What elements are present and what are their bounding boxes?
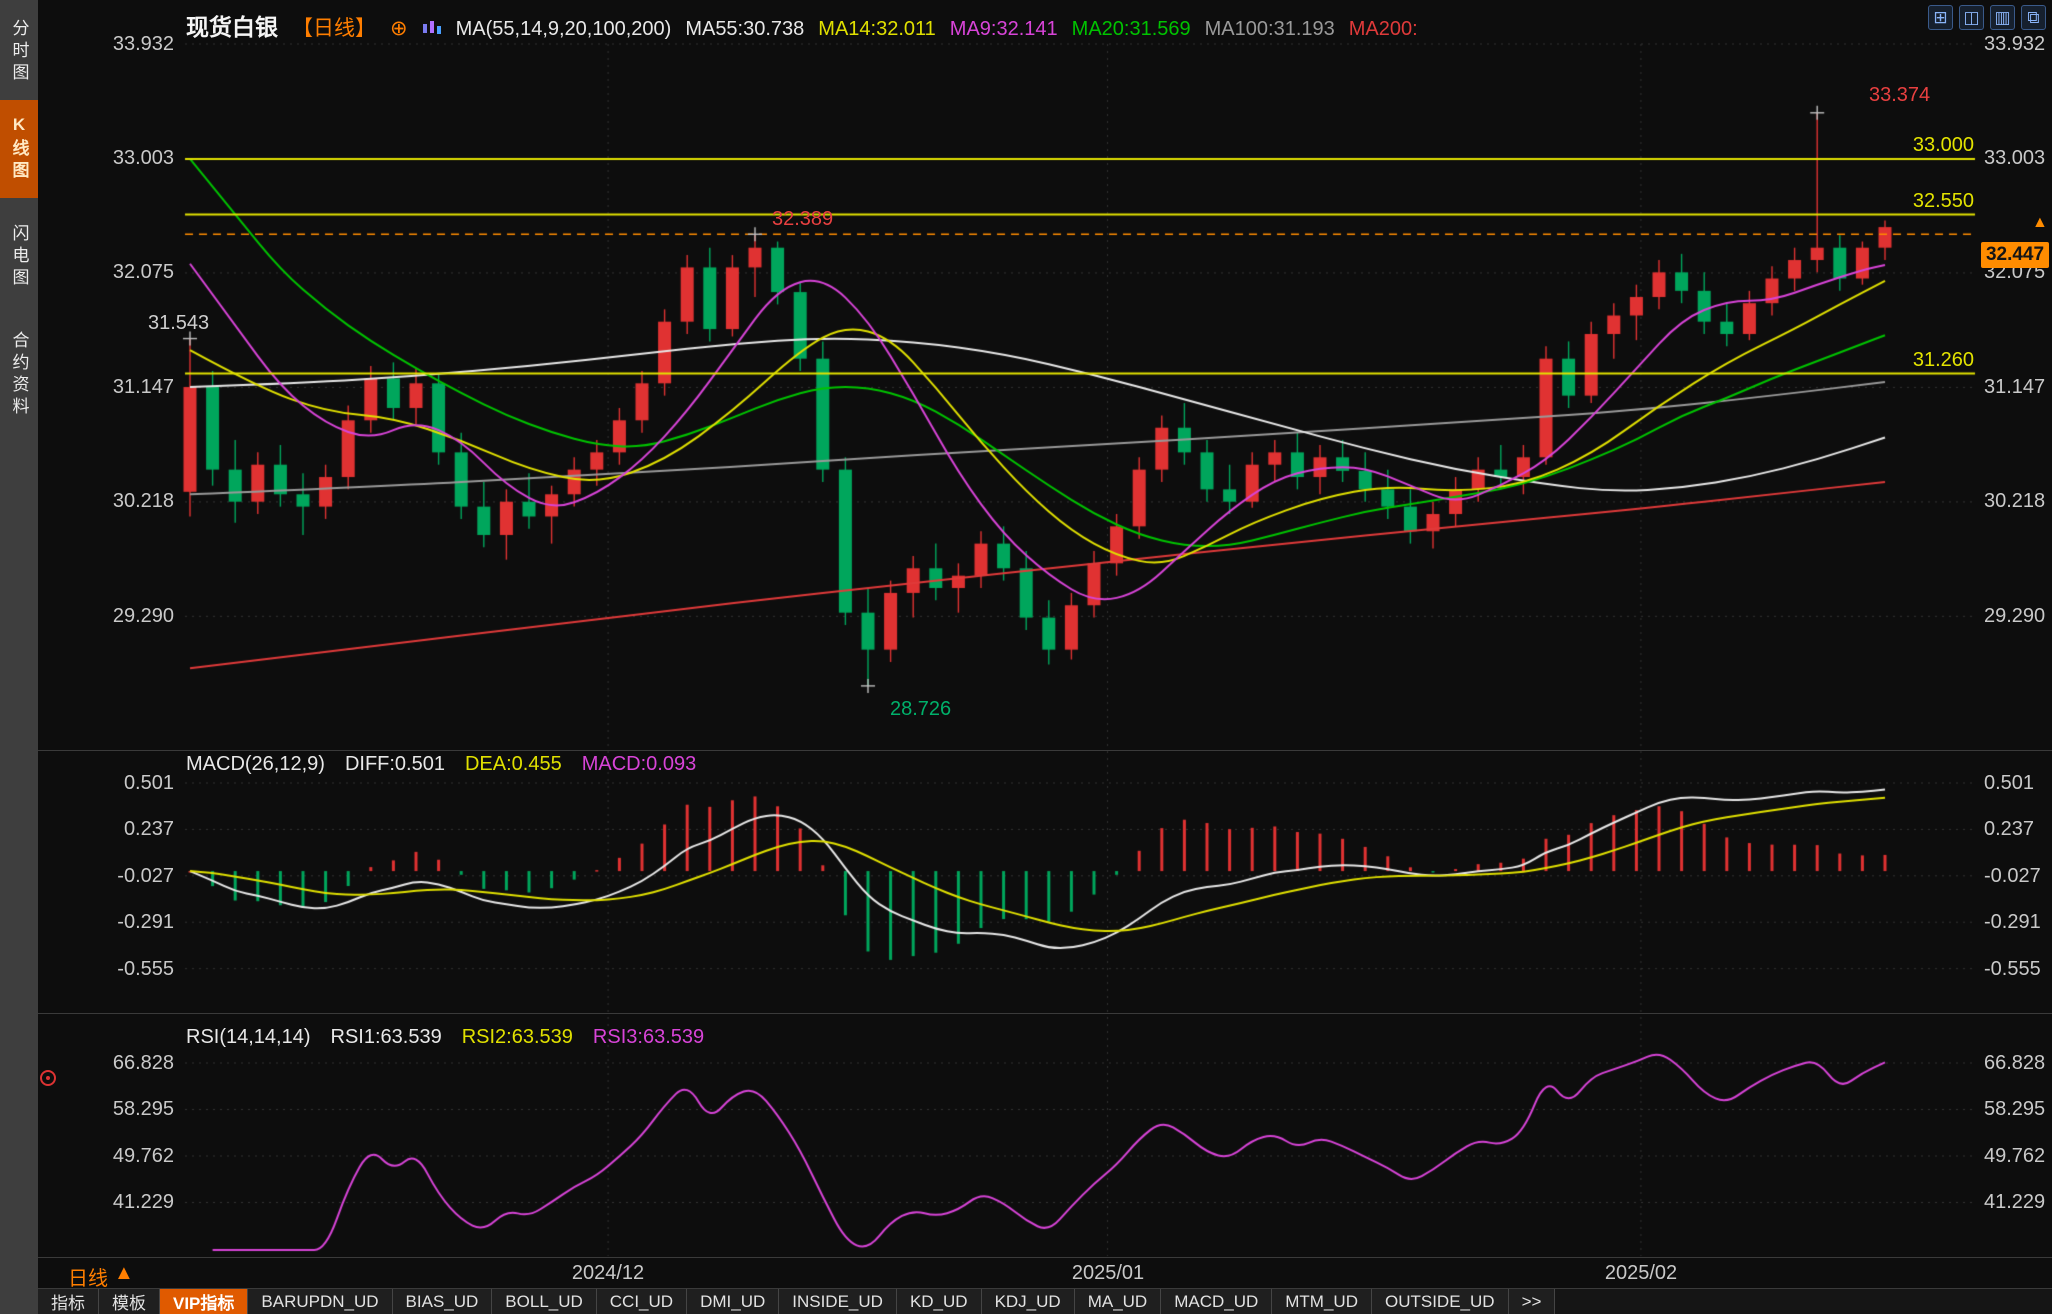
- tab-indicators[interactable]: 指标: [38, 1289, 99, 1314]
- sidebar-item-kline-chart[interactable]: K线图: [0, 100, 38, 198]
- macd-axis-label: -0.555: [117, 958, 174, 980]
- rsi-axis-label: 49.762: [1984, 1145, 2046, 1167]
- macd-header: MACD(26,12,9) DIFF:0.501 DEA:0.455 MACD:…: [186, 753, 696, 776]
- period-indicator[interactable]: 日线 ▲: [68, 1262, 134, 1291]
- support-level-label: 31.260: [1912, 349, 1974, 371]
- macd-axis-label: -0.027: [1984, 865, 2041, 887]
- panel-separator: [38, 1257, 2052, 1258]
- tab-kd-ud[interactable]: KD_UD: [896, 1289, 982, 1314]
- rsi-axis-label: 66.828: [1984, 1052, 2046, 1074]
- rsi3-value: RSI3:63.539: [592, 1026, 705, 1048]
- tab-kdj-ud[interactable]: KDJ_UD: [981, 1289, 1075, 1314]
- ma-settings-label[interactable]: MA(55,14,9,20,100,200): [455, 18, 672, 40]
- price-axis-label: 30.218: [112, 490, 174, 512]
- rsi-axis-label: 66.828: [112, 1052, 174, 1074]
- price-up-arrow-icon: ▲: [2032, 214, 2048, 231]
- sidebar-item-time-chart[interactable]: 分时图: [9, 19, 29, 85]
- grid-layout-icon[interactable]: ⊞: [1928, 5, 1953, 30]
- sidebar-item-flash-chart[interactable]: 闪电图: [9, 224, 29, 290]
- layout-toolbar: ⊞ ◫ ▥ ⧉: [1928, 5, 2046, 30]
- tab-barupdn-ud[interactable]: BARUPDN_UD: [248, 1289, 393, 1314]
- tab-outside-ud[interactable]: OUTSIDE_UD: [1371, 1289, 1509, 1314]
- price-axis-label: 33.932: [1984, 33, 2046, 55]
- tab-dmi-ud[interactable]: DMI_UD: [687, 1289, 780, 1314]
- period-text: 日线: [68, 1268, 108, 1290]
- ma9-value: MA9:32.141: [949, 18, 1058, 40]
- price-axis-label: 33.003: [1984, 147, 2046, 169]
- x-axis-month-label: 2025/01: [1071, 1262, 1145, 1284]
- x-axis-month-label: 2025/02: [1604, 1262, 1678, 1284]
- ma14-value: MA14:32.011: [818, 18, 936, 40]
- tab-vip-indicators[interactable]: VIP指标: [160, 1289, 249, 1314]
- split-layout-icon[interactable]: ◫: [1959, 5, 1984, 30]
- rsi-axis-label: 41.229: [112, 1191, 174, 1213]
- price-axis-label: 29.290: [1984, 605, 2046, 627]
- resistance-level-label: 32.550: [1912, 190, 1974, 212]
- macd-axis-label: -0.291: [117, 911, 174, 933]
- macd-axis-label: -0.291: [1984, 911, 2041, 933]
- panel-separator: [38, 1013, 2052, 1014]
- dec-low-label: 28.726: [890, 698, 952, 720]
- rsi-axis-label: 49.762: [112, 1145, 174, 1167]
- last-price-tag: 32.447: [1981, 242, 2049, 268]
- tab-inside-ud[interactable]: INSIDE_UD: [779, 1289, 897, 1314]
- symbol-name: 现货白银: [186, 14, 278, 40]
- tab-boll-ud[interactable]: BOLL_UD: [492, 1289, 597, 1314]
- macd-axis-label: 0.501: [123, 772, 174, 794]
- indicator-icon[interactable]: [422, 19, 442, 37]
- x-axis-month-label: 2024/12: [571, 1262, 645, 1284]
- price-axis-label: 33.932: [112, 33, 174, 55]
- price-axis-label: 33.003: [112, 147, 174, 169]
- macd-axis-label: 0.237: [123, 818, 174, 840]
- rsi-axis-label: 58.295: [112, 1098, 174, 1120]
- tab-bias-ud[interactable]: BIAS_UD: [392, 1289, 493, 1314]
- macd-macd-value: MACD:0.093: [581, 753, 697, 775]
- ma55-value: MA55:30.738: [685, 18, 805, 40]
- macd-dea-value: DEA:0.455: [464, 753, 562, 775]
- rsi1-value: RSI1:63.539: [330, 1026, 442, 1048]
- price-axis-label: 32.075: [112, 261, 174, 283]
- chart-header: 现货白银 【日线】 ⊕ MA(55,14,9,20,100,200) MA55:…: [186, 8, 1418, 42]
- price-axis-label: 30.218: [1984, 490, 2046, 512]
- rsi-axis-label: 41.229: [1984, 1191, 2046, 1213]
- chart-layout-icon[interactable]: ▥: [1990, 5, 2015, 30]
- ma100-value: MA100:31.193: [1204, 18, 1335, 40]
- rsi2-value: RSI2:63.539: [461, 1026, 573, 1048]
- price-axis-label: 31.147: [1984, 376, 2046, 398]
- resistance-level-label: 33.000: [1912, 134, 1974, 156]
- swing-high-label: 31.543: [148, 312, 210, 334]
- dec-high-label: 32.389: [772, 208, 834, 230]
- ma20-value: MA20:31.569: [1071, 18, 1191, 40]
- macd-title[interactable]: MACD(26,12,9): [186, 753, 325, 775]
- macd-diff-value: DIFF:0.501: [344, 753, 445, 775]
- alert-target-icon[interactable]: [40, 1070, 56, 1086]
- macd-axis-label: -0.555: [1984, 958, 2041, 980]
- ma200-value: MA200:: [1348, 18, 1418, 40]
- add-overlay-icon[interactable]: ⊕: [390, 17, 408, 40]
- rsi-axis-label: 58.295: [1984, 1098, 2046, 1120]
- macd-axis-label: 0.501: [1984, 772, 2035, 794]
- rsi-title[interactable]: RSI(14,14,14): [186, 1026, 311, 1048]
- macd-axis-label: -0.027: [117, 865, 174, 887]
- macd-axis-label: 0.237: [1984, 818, 2035, 840]
- price-axis-label: 31.147: [112, 376, 174, 398]
- indicator-tab-bar: 指标 模板 VIP指标 BARUPDN_UD BIAS_UD BOLL_UD C…: [38, 1288, 2052, 1314]
- left-sidebar: 分时图 K线图 闪电图 合约资料: [0, 0, 38, 1314]
- expand-layout-icon[interactable]: ⧉: [2021, 5, 2046, 30]
- period-up-arrow-icon: ▲: [114, 1262, 134, 1284]
- tab-macd-ud[interactable]: MACD_UD: [1161, 1289, 1273, 1314]
- sidebar-item-contract-info[interactable]: 合约资料: [9, 331, 29, 419]
- period-label[interactable]: 【日线】: [292, 17, 376, 40]
- tab-ma-ud[interactable]: MA_UD: [1074, 1289, 1162, 1314]
- panel-separator: [38, 750, 2052, 751]
- feb-high-label: 33.374: [1869, 84, 1931, 106]
- tab-cci-ud[interactable]: CCI_UD: [596, 1289, 688, 1314]
- rsi-header: RSI(14,14,14) RSI1:63.539 RSI2:63.539 RS…: [186, 1026, 704, 1049]
- tab-more[interactable]: >>: [1508, 1289, 1556, 1314]
- tab-templates[interactable]: 模板: [99, 1289, 160, 1314]
- price-axis-label: 29.290: [112, 605, 174, 627]
- tab-mtm-ud[interactable]: MTM_UD: [1272, 1289, 1372, 1314]
